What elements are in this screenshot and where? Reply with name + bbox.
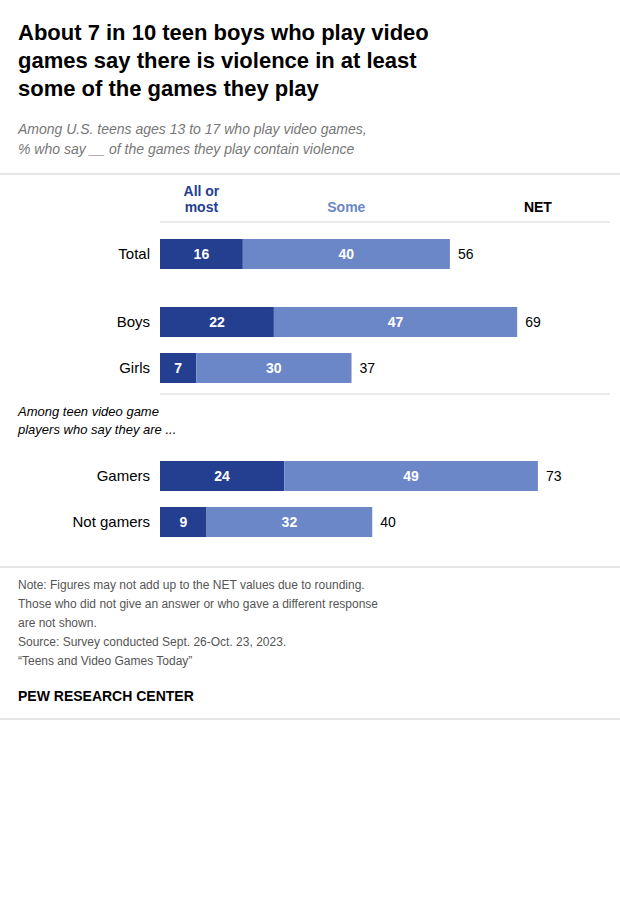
bar-segment xyxy=(284,461,538,491)
note-rule xyxy=(0,567,620,568)
chart: About 7 in 10 teen boys who play video ga… xyxy=(0,0,620,922)
text-line: Some xyxy=(327,199,365,215)
note: Note: Figures may not add up to the NET … xyxy=(18,578,378,668)
data-label: 16 xyxy=(194,246,210,262)
text-line: players who say they are ... xyxy=(17,422,176,437)
bar-segment xyxy=(196,353,351,383)
net-label: 69 xyxy=(525,314,541,330)
data-label: 24 xyxy=(214,468,230,484)
net-label: 37 xyxy=(360,360,376,376)
bar-segment xyxy=(160,307,274,337)
column-header: Some xyxy=(327,199,365,215)
text-line: All or xyxy=(184,183,220,199)
net-label: 73 xyxy=(546,468,562,484)
category-label: Boys xyxy=(117,313,150,330)
separator xyxy=(0,174,620,175)
data-label: 30 xyxy=(266,360,282,376)
background xyxy=(0,0,620,922)
text-line: % who say __ of the games they play cont… xyxy=(18,141,354,157)
text-line: are not shown. xyxy=(18,616,97,630)
subtitle: Among U.S. teens ages 13 to 17 who play … xyxy=(17,121,367,157)
text-line: some of the games they play xyxy=(18,76,320,101)
group-rule xyxy=(160,394,610,395)
data-label: 49 xyxy=(403,468,419,484)
column-header: All ormost xyxy=(184,183,220,215)
header-rule xyxy=(160,222,610,223)
bottom-rule xyxy=(0,719,620,720)
column-header: NET xyxy=(524,199,552,215)
net-label: 56 xyxy=(458,246,474,262)
bar-segment xyxy=(160,507,207,537)
text-line: games say there is violence in at least xyxy=(18,48,417,73)
category-label: Total xyxy=(118,245,150,262)
text-line: About 7 in 10 teen boys who play video xyxy=(18,20,429,45)
category-label: Not gamers xyxy=(72,513,150,530)
data-label: 9 xyxy=(179,514,187,530)
data-label: 7 xyxy=(174,360,182,376)
bars xyxy=(160,239,538,537)
title: About 7 in 10 teen boys who play video ga… xyxy=(18,20,429,101)
text-line: Among teen video game xyxy=(17,404,159,419)
bar-segment xyxy=(274,307,517,337)
data-label: 32 xyxy=(282,514,298,530)
category-label: Gamers xyxy=(97,467,150,484)
text-line: most xyxy=(185,199,219,215)
data-label: 40 xyxy=(339,246,355,262)
labels: 16 40 56 Total 22 47 69 Boys 7 30 37 Girls 24 49 73 Gam… xyxy=(72,245,561,530)
group-label: Among teen video game players who say the… xyxy=(17,404,176,437)
data-label: 47 xyxy=(388,314,404,330)
data-label: 22 xyxy=(209,314,225,330)
text-line: NET xyxy=(524,199,552,215)
text-line: Those who did not give an answer or who … xyxy=(18,597,378,611)
text-line: Among U.S. teens ages 13 to 17 who play … xyxy=(17,121,367,137)
bar-segment xyxy=(243,239,450,269)
bar-segment xyxy=(160,461,284,491)
text-line: “Teens and Video Games Today” xyxy=(18,654,192,668)
bar-segment xyxy=(207,507,373,537)
category-label: Girls xyxy=(119,359,150,376)
bar-segment xyxy=(160,239,243,269)
bar-segment xyxy=(160,353,196,383)
text-line: Note: Figures may not add up to the NET … xyxy=(18,578,365,592)
net-label: 40 xyxy=(380,514,396,530)
text-line: Source: Survey conducted Sept. 26-Oct. 2… xyxy=(18,635,286,649)
source: PEW RESEARCH CENTER xyxy=(18,688,194,704)
